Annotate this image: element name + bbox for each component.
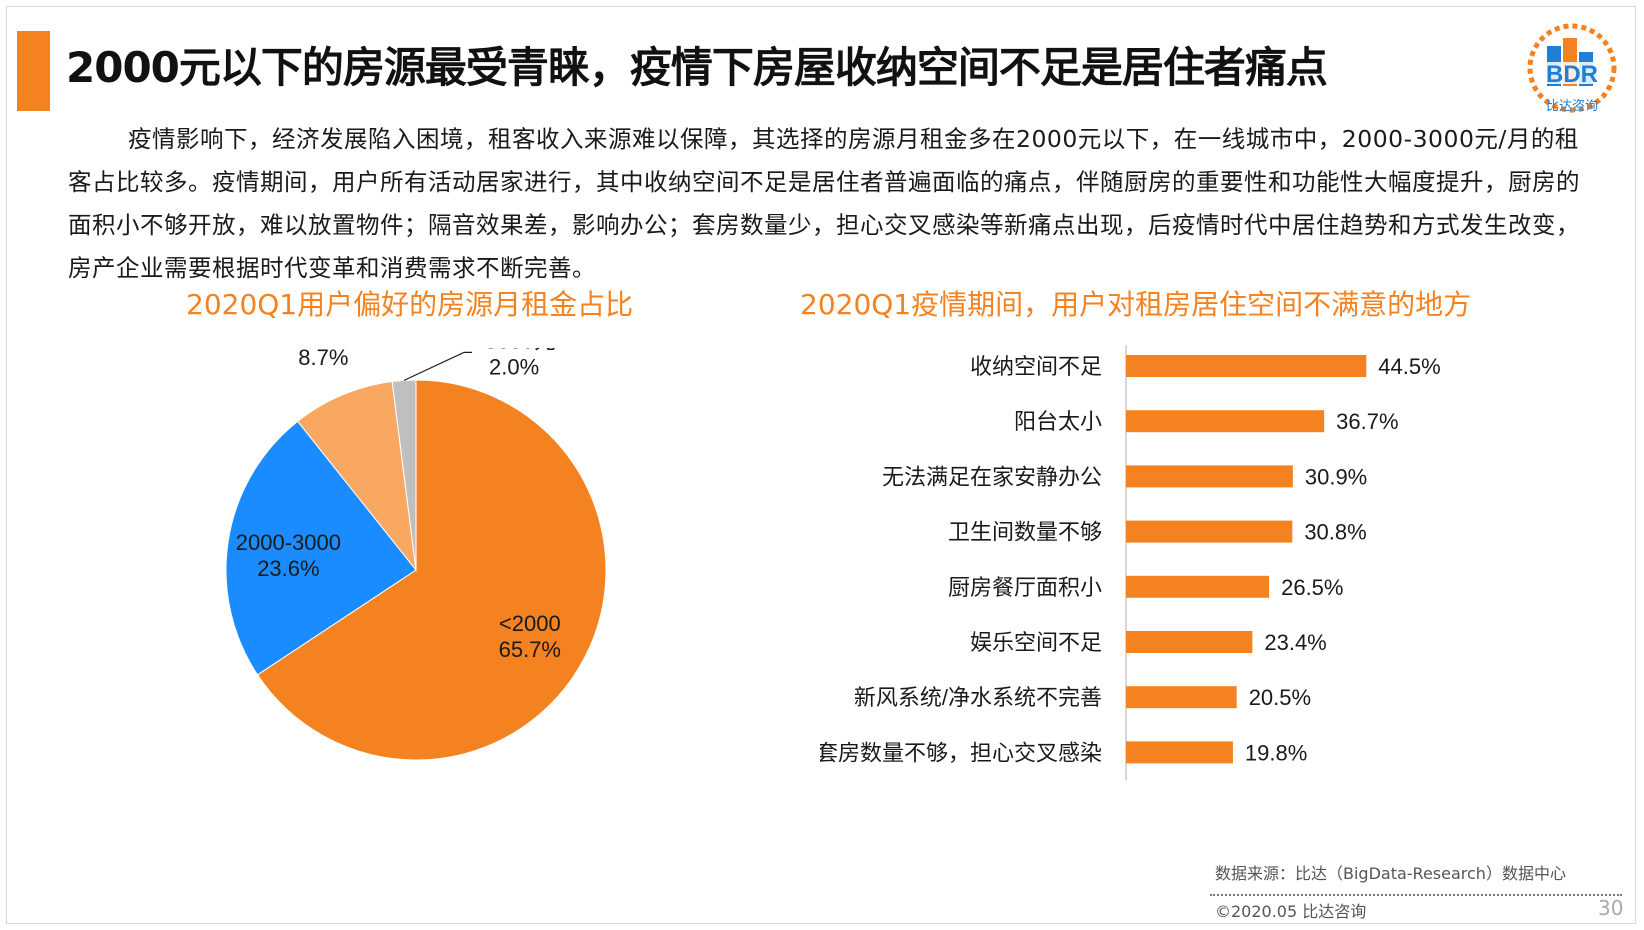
bar: [1126, 575, 1270, 598]
bar-value-label: 36.7%: [1336, 409, 1398, 434]
footer-divider: [1210, 894, 1622, 896]
copyright: ©2020.05 比达咨询: [1215, 902, 1367, 921]
bar: [1126, 520, 1293, 543]
pie-category-label: <2000: [499, 611, 561, 636]
summary-paragraph: 疫情影响下，经济发展陷入困境，租客收入来源难以保障，其选择的房源月租金多在200…: [68, 125, 1580, 282]
bar-category-label: 厨房餐厅面积小: [948, 575, 1102, 600]
bar-category-label: 卫生间数量不够: [948, 520, 1102, 545]
bar-category-label: 套房数量不够，担心交叉感染: [820, 740, 1102, 765]
pie-slice: [256, 379, 607, 761]
title-accent-bar: [17, 31, 50, 111]
pie-value-label: 2.0%: [489, 354, 539, 379]
bar: [1126, 631, 1253, 653]
pie-slice: [225, 420, 417, 676]
bar: [1126, 465, 1293, 488]
bar-category-label: 无法满足在家安静办公: [882, 464, 1102, 489]
bar-category-label: 新风系统/净水系统不完善: [854, 685, 1102, 710]
bar: [1126, 686, 1237, 709]
logo-text: BDR: [1546, 61, 1598, 88]
pie-leader-line: [403, 351, 473, 381]
bar-value-label: 19.8%: [1245, 740, 1307, 765]
page-number: 30: [1598, 896, 1624, 920]
pie-category-label: 2000-3000: [236, 530, 341, 555]
pie-chart-title: 2020Q1用户偏好的房源月租金占比: [186, 288, 634, 321]
bar: [1126, 410, 1325, 433]
pie-chart: <200065.7%2000-300023.6%3000-50008.7%>50…: [225, 348, 607, 761]
bar-value-label: 30.9%: [1305, 464, 1367, 489]
pie-slice: [296, 380, 417, 572]
bar-value-label: 26.5%: [1281, 575, 1343, 600]
bar: [1126, 355, 1367, 377]
bar-category-label: 收纳空间不足: [970, 354, 1102, 379]
pie-value-label: 65.7%: [499, 637, 561, 662]
bar-category-label: 娱乐空间不足: [970, 630, 1102, 655]
bar-value-label: 23.4%: [1264, 630, 1326, 655]
bar-category-label: 阳台太小: [1014, 409, 1102, 434]
page-title: 2000元以下的房源最受青睐，疫情下房屋收纳空间不足是居住者痛点: [66, 43, 1328, 92]
pie-value-label: 8.7%: [298, 348, 348, 370]
bar-value-label: 44.5%: [1378, 354, 1440, 379]
data-source: 数据来源：比达（BigData-Research）数据中心: [1215, 864, 1566, 883]
bar-value-label: 30.8%: [1304, 520, 1366, 545]
pie-category-label: >5000元: [472, 348, 556, 353]
bdr-logo-icon: BDR: [1527, 23, 1617, 113]
bar: [1126, 741, 1233, 764]
logo-subtext: 比达咨询: [1546, 99, 1599, 114]
bar-chart: 收纳空间不足 44.5% 阳台太小 36.7% 无法满足在家安静办公 30.9% 卫生间数量…: [820, 345, 1441, 781]
bar-value-label: 20.5%: [1249, 685, 1311, 710]
pie-value-label: 23.6%: [257, 556, 319, 581]
bar-chart-title: 2020Q1疫情期间，用户对租房居住空间不满意的地方: [800, 288, 1472, 321]
